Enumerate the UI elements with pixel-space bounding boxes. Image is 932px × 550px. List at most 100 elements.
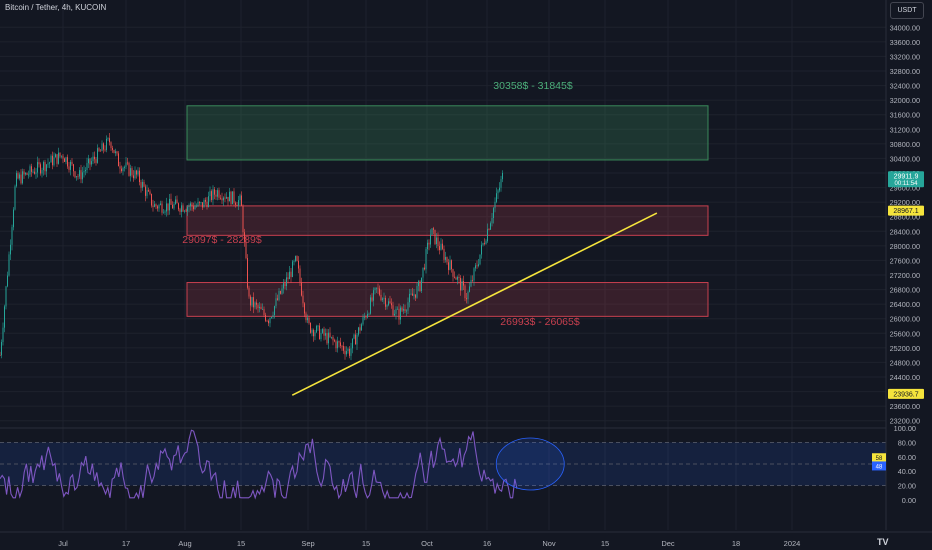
candle-body: [437, 237, 439, 247]
candle-body: [146, 190, 148, 196]
candle-body: [14, 186, 16, 210]
price-tick-label: 29600.00: [890, 184, 920, 193]
time-axis[interactable]: Jul 17 Aug 15 Sep 15 Oct 16 Nov 15 Dec 18 2024: [0, 531, 932, 548]
currency-selector[interactable]: USDT: [890, 2, 924, 19]
candle-body: [340, 342, 341, 346]
candle-body: [268, 320, 269, 324]
candle-body: [10, 244, 11, 255]
candle-body: [134, 170, 136, 179]
candle-body: [305, 313, 307, 321]
candle-body: [467, 291, 469, 300]
candle-body: [83, 171, 85, 173]
price-tick-label: 28400.00: [890, 227, 920, 236]
candle-body: [56, 154, 58, 164]
candle-body: [448, 262, 449, 270]
candle-body: [70, 161, 71, 170]
candle-body: [386, 305, 388, 307]
candle-body: [421, 277, 422, 292]
candle-body: [125, 162, 127, 167]
candle-body: [377, 287, 379, 289]
candle-body: [364, 316, 365, 318]
candle-body: [299, 268, 301, 283]
candle-body: [454, 276, 455, 278]
candle-body: [460, 277, 461, 291]
price-axis[interactable]: 23200.0023600.0024000.0024400.0024800.00…: [872, 0, 924, 530]
candle-body: [229, 191, 230, 202]
candle-body: [172, 204, 173, 209]
candle-body: [247, 258, 248, 288]
candle-body: [233, 191, 235, 203]
chart-title: Bitcoin / Tether, 4h, KUCOIN: [5, 3, 107, 12]
candle-body: [406, 310, 407, 312]
candle-body: [295, 256, 296, 262]
candle-body: [323, 329, 325, 336]
candle-body: [475, 265, 476, 269]
candle-body: [418, 281, 419, 287]
trendline[interactable]: [291, 212, 658, 396]
candle-body: [391, 303, 392, 306]
time-tick-label: Aug: [178, 539, 191, 548]
candle-body: [269, 317, 271, 324]
tradingview-logo: TV: [877, 537, 889, 547]
candle-body: [365, 316, 367, 318]
candle-body: [494, 201, 496, 209]
candle-body: [242, 206, 244, 233]
candle-body: [292, 261, 293, 277]
candle-body: [53, 157, 55, 166]
candle-body: [4, 306, 5, 328]
price-tick-label: 25200.00: [890, 344, 920, 353]
price-tick-label: 26000.00: [890, 315, 920, 324]
candle-body: [263, 309, 265, 315]
candle-body: [382, 298, 383, 301]
price-label: 23936.7: [893, 391, 918, 398]
candle-body: [274, 306, 275, 316]
candle-body: [7, 275, 8, 287]
candle-body: [430, 234, 431, 245]
price-tick-label: 31200.00: [890, 125, 920, 134]
candle-body: [143, 181, 145, 187]
candle-body: [101, 143, 103, 152]
candle-body: [13, 209, 14, 228]
candle-body: [434, 229, 436, 245]
candle-body: [361, 324, 362, 331]
candle-body: [154, 204, 155, 207]
candle-body: [427, 242, 428, 250]
candle-body: [190, 203, 191, 207]
candle-body: [284, 283, 286, 287]
time-tick-label: Sep: [301, 539, 314, 548]
candle-body: [452, 269, 454, 277]
candle-body: [298, 260, 299, 269]
candle-body: [181, 205, 182, 212]
candle-body: [170, 198, 172, 205]
candle-body: [244, 232, 245, 243]
candle-body: [241, 195, 242, 207]
candle-body: [191, 203, 193, 207]
candle-body: [173, 203, 175, 209]
candle-body: [0, 355, 1, 356]
candle-body: [341, 345, 343, 347]
candle-body: [113, 149, 115, 153]
candle-body: [455, 277, 457, 280]
price-label-bg: [888, 171, 924, 188]
candle-body: [202, 202, 203, 208]
candle-body: [344, 350, 346, 355]
candle-body: [350, 348, 352, 356]
candle-body: [148, 190, 149, 192]
candle-body: [293, 261, 295, 262]
candle-body: [266, 320, 268, 322]
candle-body: [86, 163, 88, 171]
candle-body: [466, 298, 467, 300]
candle-body: [287, 277, 289, 280]
candle-body: [232, 191, 233, 205]
candle-body: [316, 326, 317, 333]
candle-body: [25, 172, 26, 175]
candle-body: [451, 260, 452, 270]
candle-body: [106, 138, 107, 150]
candle-body: [281, 288, 283, 294]
candle-body: [118, 153, 119, 167]
candle-body: [487, 229, 488, 242]
candle-body: [271, 317, 272, 318]
candle-body: [103, 143, 104, 150]
candle-body: [22, 171, 23, 184]
